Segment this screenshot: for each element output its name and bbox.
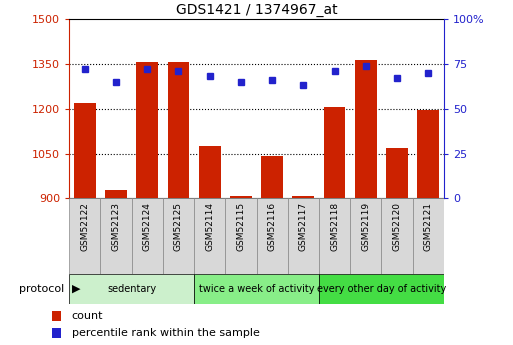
Text: GSM52118: GSM52118: [330, 202, 339, 251]
Text: GSM52114: GSM52114: [205, 202, 214, 251]
Bar: [292, 196, 314, 198]
Bar: [386, 148, 408, 198]
Text: GSM52122: GSM52122: [81, 202, 89, 251]
FancyBboxPatch shape: [288, 198, 319, 274]
Text: GSM52121: GSM52121: [424, 202, 432, 251]
FancyBboxPatch shape: [225, 198, 256, 274]
Text: GSM52115: GSM52115: [236, 202, 245, 251]
Bar: [52, 311, 61, 321]
FancyBboxPatch shape: [132, 198, 163, 274]
Bar: [52, 328, 61, 338]
Text: GSM52117: GSM52117: [299, 202, 308, 251]
Text: count: count: [72, 311, 103, 321]
FancyBboxPatch shape: [256, 198, 288, 274]
Title: GDS1421 / 1374967_at: GDS1421 / 1374967_at: [175, 2, 338, 17]
Text: GSM52120: GSM52120: [392, 202, 402, 251]
Bar: [230, 196, 252, 198]
Bar: [261, 156, 283, 198]
Text: ▶: ▶: [72, 284, 81, 294]
FancyBboxPatch shape: [412, 198, 444, 274]
FancyBboxPatch shape: [194, 274, 319, 304]
Bar: [136, 62, 158, 198]
FancyBboxPatch shape: [319, 274, 444, 304]
Text: protocol: protocol: [19, 284, 64, 294]
Bar: [105, 190, 127, 198]
Text: twice a week of activity: twice a week of activity: [199, 284, 314, 294]
FancyBboxPatch shape: [319, 198, 350, 274]
Bar: [417, 110, 439, 198]
Bar: [324, 107, 345, 198]
Bar: [355, 60, 377, 198]
Text: percentile rank within the sample: percentile rank within the sample: [72, 328, 260, 338]
Bar: [199, 146, 221, 198]
FancyBboxPatch shape: [350, 198, 381, 274]
Text: GSM52123: GSM52123: [111, 202, 121, 251]
Text: sedentary: sedentary: [107, 284, 156, 294]
FancyBboxPatch shape: [194, 198, 225, 274]
Text: GSM52124: GSM52124: [143, 202, 152, 251]
Bar: [168, 62, 189, 198]
FancyBboxPatch shape: [163, 198, 194, 274]
Text: GSM52125: GSM52125: [174, 202, 183, 251]
Text: GSM52116: GSM52116: [268, 202, 277, 251]
FancyBboxPatch shape: [69, 274, 194, 304]
Bar: [74, 103, 96, 198]
FancyBboxPatch shape: [69, 198, 101, 274]
FancyBboxPatch shape: [381, 198, 412, 274]
Text: every other day of activity: every other day of activity: [317, 284, 446, 294]
Text: GSM52119: GSM52119: [361, 202, 370, 251]
FancyBboxPatch shape: [101, 198, 132, 274]
